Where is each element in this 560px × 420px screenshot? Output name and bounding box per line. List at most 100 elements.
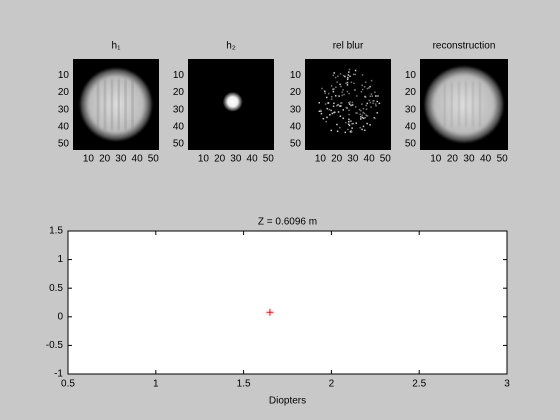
x-tick-label: 50: [497, 154, 509, 165]
panel-title: reconstruction: [433, 41, 496, 52]
image-blob: [222, 91, 243, 112]
image-speck: [333, 72, 335, 74]
image-speck: [361, 84, 363, 87]
image-speck: [342, 109, 345, 111]
image-speck: [337, 75, 339, 77]
image-speck: [325, 120, 327, 123]
image-speck: [332, 105, 335, 108]
image-speck: [349, 101, 351, 103]
x-tick-label: 50: [380, 154, 392, 165]
image-speck: [342, 117, 344, 120]
y-tick-label: 40: [405, 121, 417, 132]
image-speck: [330, 129, 333, 132]
panel-title: h₂: [226, 41, 236, 52]
x-tick-label: 2: [329, 379, 335, 390]
image-speck: [374, 117, 376, 120]
image-speck: [362, 125, 365, 128]
y-tick-label: 0.5: [49, 283, 63, 294]
image-stripe: [117, 79, 120, 130]
image-speck: [331, 112, 334, 115]
image-speck: [320, 110, 322, 112]
image-speck: [364, 96, 367, 98]
y-tick-label: 50: [58, 139, 70, 150]
image-speck: [346, 78, 349, 81]
image-speck: [375, 104, 377, 107]
x-tick-label: 20: [447, 154, 459, 165]
image-speck: [340, 102, 343, 104]
x-tick-label: 0.5: [61, 379, 75, 390]
image-speck: [351, 104, 354, 106]
y-tick-label: 50: [173, 139, 185, 150]
x-tick-label: 30: [230, 154, 242, 165]
image-speck: [332, 74, 335, 77]
image-speck: [337, 104, 339, 106]
y-tick-label: 10: [58, 70, 70, 81]
image-speck: [352, 122, 354, 125]
image-speck: [370, 106, 372, 108]
image-speck: [374, 103, 377, 105]
image-speck: [345, 82, 347, 85]
image-stripe: [103, 79, 106, 130]
image-speck: [370, 79, 373, 82]
image-speck: [342, 74, 345, 77]
image-speck: [346, 84, 349, 86]
y-tick-label: 10: [290, 70, 302, 81]
image-speck: [360, 109, 362, 112]
x-tick-label: 40: [247, 154, 259, 165]
image-speck: [351, 127, 353, 129]
panel-title: rel blur: [333, 41, 364, 52]
x-tick-label: 50: [263, 154, 275, 165]
image-speck: [368, 99, 371, 102]
image-speck: [363, 86, 366, 88]
image-speck: [372, 102, 374, 104]
image-speck: [366, 122, 368, 125]
image-speck: [350, 131, 353, 133]
image-speck: [324, 103, 327, 105]
image-speck: [359, 113, 361, 116]
image-speck: [347, 123, 350, 126]
image-speck: [340, 102, 342, 104]
image-speck: [330, 96, 333, 98]
image-speck: [343, 93, 345, 96]
image-speck: [356, 112, 358, 114]
x-tick-label: 3: [504, 379, 510, 390]
x-tick-label: 40: [132, 154, 144, 165]
y-tick-label: 10: [405, 70, 417, 81]
image-speck: [355, 112, 357, 114]
y-tick-label: -1: [54, 369, 63, 380]
image-speck: [373, 100, 375, 102]
image-speck: [360, 116, 362, 118]
y-tick-label: 40: [58, 121, 70, 132]
image-speck: [375, 95, 377, 97]
image-speck: [355, 106, 357, 108]
image-speck: [318, 102, 321, 104]
image-speck: [347, 128, 349, 131]
image-speck: [365, 114, 367, 116]
y-tick-label: 30: [405, 104, 417, 115]
image-panel: [188, 59, 274, 150]
image-speck: [348, 124, 351, 127]
image-speck: [369, 124, 371, 126]
y-tick-label: 50: [290, 139, 302, 150]
image-blob: [79, 68, 153, 141]
image-stripe: [450, 81, 453, 128]
image-blob: [424, 66, 504, 143]
x-tick-label: 1.5: [237, 379, 251, 390]
image-speck: [362, 111, 365, 114]
image-speck: [348, 68, 351, 71]
image-speck: [361, 74, 364, 76]
image-speck: [333, 88, 335, 90]
image-speck: [366, 115, 368, 117]
image-speck: [351, 122, 353, 125]
image-speck: [353, 82, 355, 85]
image-speck: [378, 102, 381, 105]
image-speck: [359, 118, 362, 120]
y-tick-label: 50: [405, 139, 417, 150]
image-speck: [348, 120, 350, 123]
y-tick-label: 20: [173, 87, 185, 98]
image-panel: [73, 59, 159, 150]
x-tick-label: 2.5: [412, 379, 426, 390]
image-speck: [340, 85, 342, 88]
image-speck: [336, 104, 338, 107]
image-speck: [349, 75, 351, 78]
